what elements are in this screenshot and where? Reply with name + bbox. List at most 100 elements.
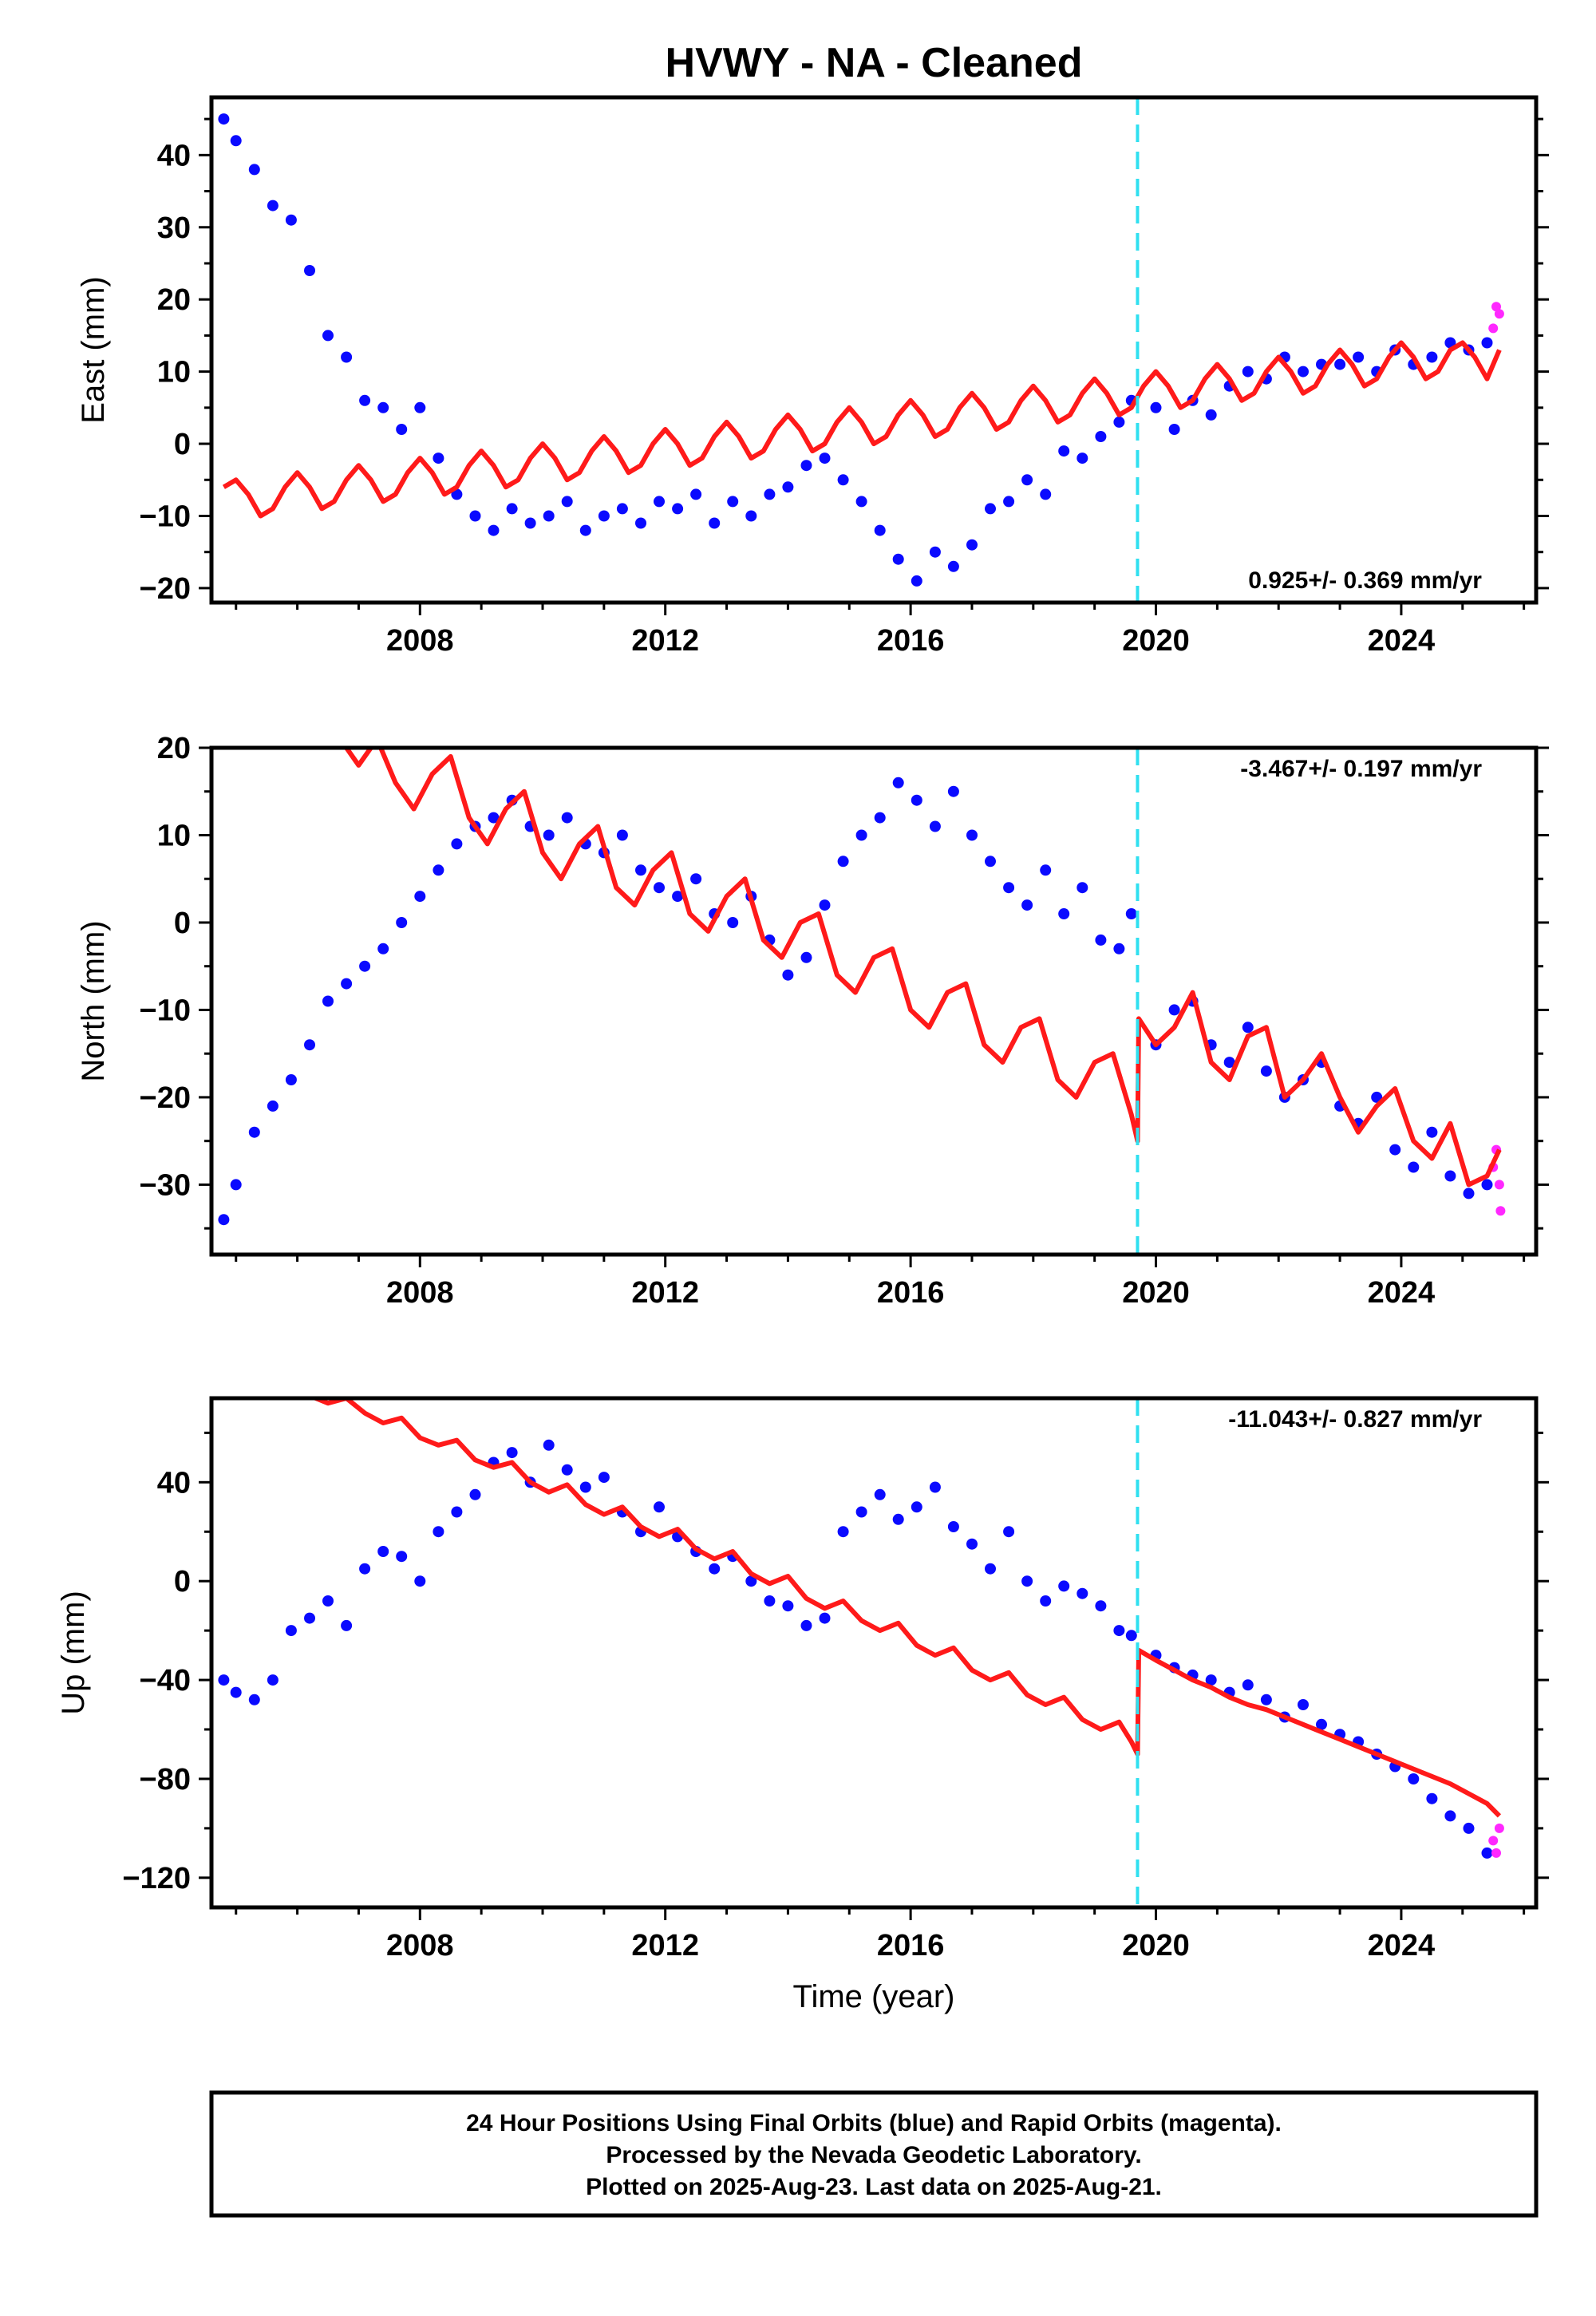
final-orbit-point (1113, 943, 1125, 954)
x-tick-label: 2024 (1368, 624, 1436, 658)
footer-line-1: 24 Hour Positions Using Final Orbits (bl… (466, 2110, 1282, 2136)
final-orbit-point (911, 1501, 922, 1513)
final-orbit-point (506, 503, 518, 515)
final-orbit-point (1481, 1179, 1493, 1191)
final-orbit-point (1205, 409, 1217, 421)
x-tick-label: 2008 (386, 1276, 454, 1310)
final-orbit-point (396, 1551, 408, 1563)
final-orbit-point (377, 401, 389, 413)
final-orbit-point (855, 496, 867, 508)
final-orbit-point (837, 856, 849, 868)
x-tick-label: 2020 (1122, 1276, 1190, 1310)
final-orbit-point (1113, 416, 1125, 428)
final-orbit-point (911, 575, 922, 587)
y-tick-label: 0 (174, 1565, 191, 1599)
final-orbit-point (654, 882, 665, 894)
final-orbit-point (800, 460, 812, 472)
final-orbit-point (1125, 908, 1137, 919)
final-orbit-point (874, 524, 886, 536)
final-orbit-point (1021, 474, 1033, 486)
final-orbit-point (985, 856, 996, 868)
y-tick-label: 0 (174, 428, 191, 461)
final-orbit-point (396, 917, 408, 928)
final-orbit-point (396, 424, 408, 435)
final-orbit-point (1058, 1580, 1070, 1592)
final-orbit-point (267, 200, 279, 211)
y-tick-label: 10 (157, 356, 191, 389)
final-orbit-point (1408, 1773, 1420, 1784)
final-orbit-point (433, 864, 444, 876)
y-tick-label: 40 (157, 139, 191, 172)
final-orbit-point (414, 401, 426, 413)
rapid-orbit-point (1494, 1180, 1504, 1190)
final-orbit-point (819, 899, 831, 911)
x-tick-label: 2012 (631, 624, 699, 658)
north-panel: 2008 2012 2016 2020 2024 −30 −20 −10 0 10 20 North … (76, 732, 1549, 1310)
final-orbit-point (1150, 401, 1162, 413)
final-orbit-point (1426, 351, 1438, 363)
final-orbit-point (1316, 1718, 1327, 1730)
chart-title: HVWY - NA - Cleaned (666, 40, 1083, 86)
x-axis-label: Time (year) (793, 1979, 955, 2014)
final-orbit-point (561, 496, 573, 508)
y-tick-label: −10 (140, 994, 191, 1027)
final-orbit-point (1125, 1630, 1137, 1642)
final-orbit-point (579, 1481, 591, 1493)
final-orbit-point (690, 488, 702, 500)
final-orbit-point (1113, 1625, 1125, 1637)
final-orbit-point (1426, 1126, 1438, 1138)
final-orbit-point (341, 978, 353, 990)
y-axis-label: North (mm) (76, 920, 111, 1081)
final-orbit-point (800, 1619, 812, 1631)
final-orbit-point (304, 265, 315, 276)
final-orbit-point (1168, 1004, 1180, 1016)
final-orbit-point (966, 829, 978, 841)
final-orbit-point (616, 829, 628, 841)
y-tick-label: −30 (140, 1168, 191, 1202)
final-orbit-point (1260, 1065, 1272, 1077)
final-orbit-point (598, 1472, 610, 1484)
final-orbit-point (1298, 1699, 1309, 1710)
rapid-orbit-point (1494, 309, 1504, 319)
final-orbit-point (966, 1538, 978, 1550)
model-fit-line (344, 748, 1502, 1188)
final-orbit-point (488, 524, 500, 536)
plot-frame (209, 95, 1539, 605)
footer-box: 24 Hour Positions Using Final Orbits (bl… (209, 2090, 1539, 2218)
final-orbit-point (1003, 1526, 1015, 1538)
x-tick-label: 2016 (877, 624, 945, 658)
rapid-orbit-point (1488, 323, 1499, 334)
final-orbit-point (248, 164, 260, 176)
final-orbit-point (690, 873, 702, 885)
final-orbit-point (837, 1526, 849, 1538)
final-orbit-point (1242, 1022, 1254, 1034)
final-orbit-point (433, 1526, 444, 1538)
final-orbit-point (451, 838, 463, 850)
final-orbit-point (1077, 453, 1088, 464)
final-orbit-point (1223, 1057, 1235, 1069)
rapid-orbit-point (1494, 1823, 1504, 1833)
x-tick-label: 2016 (877, 1929, 945, 1962)
final-orbit-point (800, 951, 812, 963)
final-orbit-point (929, 820, 941, 832)
final-orbit-point (1389, 1144, 1401, 1156)
velocity-rate-label: 0.925+/- 0.369 mm/yr (1248, 567, 1482, 594)
final-orbit-point (1426, 1792, 1438, 1804)
final-orbit-point (1463, 1188, 1475, 1199)
final-orbit-point (469, 1488, 481, 1500)
final-orbit-point (709, 1563, 721, 1575)
final-orbit-point (359, 394, 371, 406)
final-orbit-point (782, 969, 794, 981)
final-orbit-point (433, 453, 444, 464)
footer-line-3: Plotted on 2025-Aug-23. Last data on 202… (586, 2174, 1162, 2200)
rapid-orbit-point (1491, 302, 1501, 312)
final-orbit-point (1353, 351, 1365, 363)
final-orbit-point (1334, 358, 1346, 370)
final-orbit-point (1058, 908, 1070, 919)
final-orbit-point (377, 1546, 389, 1557)
east-panel: 2008 2012 2016 2020 2024 −20 −10 0 10 20 30 40 East … (76, 95, 1549, 658)
final-orbit-point (654, 496, 665, 508)
y-tick-label: −40 (140, 1664, 191, 1697)
final-orbit-point (1371, 1091, 1383, 1103)
